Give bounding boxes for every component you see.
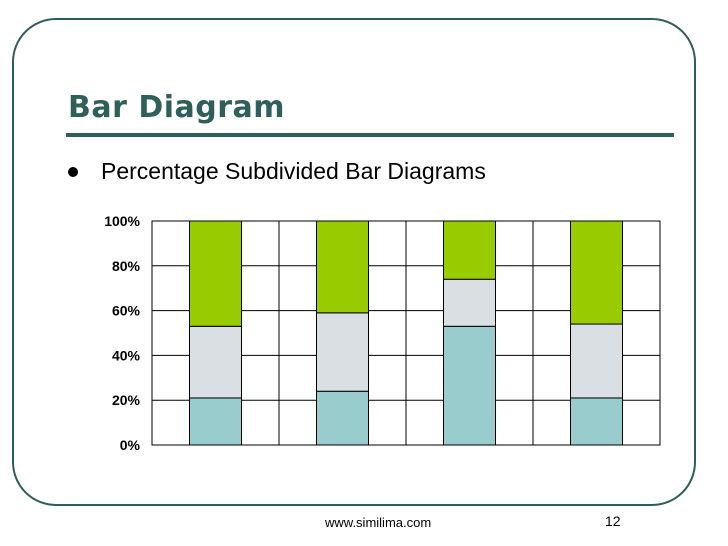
footer-website: www.similima.com (325, 515, 432, 530)
bar-segment (570, 397, 623, 446)
bullet-dot-icon (68, 166, 78, 177)
bar-segment (189, 220, 242, 327)
bar-segment (189, 397, 242, 446)
bar-segment (443, 278, 496, 327)
bar-segment (316, 220, 369, 314)
bar-segment (443, 220, 496, 280)
y-tick-label: 60% (112, 303, 141, 319)
bar-segment (570, 323, 623, 399)
bullet-item: Percentage Subdivided Bar Diagrams (62, 158, 486, 185)
y-tick-label: 40% (112, 347, 141, 363)
bar-segment (570, 220, 623, 325)
y-tick-label: 20% (112, 392, 141, 408)
bar-segment (316, 312, 369, 392)
slide-title: Bar Diagram (68, 90, 286, 125)
title-underline (66, 133, 674, 137)
bar-segment (316, 390, 369, 446)
bar-segment (443, 325, 496, 446)
y-tick-label: 0% (120, 437, 141, 453)
y-tick-label: 100% (104, 213, 140, 229)
bullet-text: Percentage Subdivided Bar Diagrams (101, 158, 486, 184)
y-tick-label: 80% (112, 258, 141, 274)
bar-segment (189, 325, 242, 399)
page-number: 12 (605, 513, 621, 529)
